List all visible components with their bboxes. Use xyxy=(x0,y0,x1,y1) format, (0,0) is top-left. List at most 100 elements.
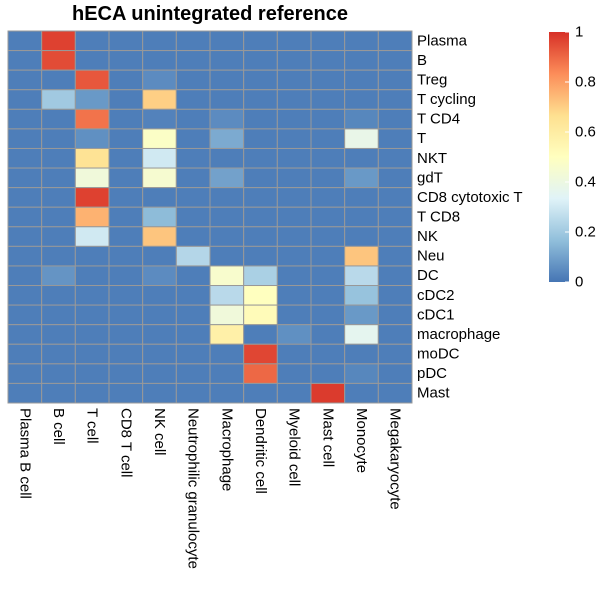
row-label-t-cd4: T CD4 xyxy=(417,111,460,128)
column-label-macrophage: Macrophage xyxy=(218,408,235,491)
heatmap-cell-t-cd4-mast-cell xyxy=(310,108,346,130)
heatmap-cell-neu-neutrophilic-granulocyte xyxy=(175,245,211,267)
row-label-treg: Treg xyxy=(417,71,447,88)
heatmap-cell-cdc1-plasma-b-cell xyxy=(7,304,43,326)
heatmap-cell-cdc1-monocyte xyxy=(344,304,379,326)
row-label-macrophage: macrophage xyxy=(417,326,500,343)
heatmap-cell-macrophage-megakaryocyte xyxy=(377,324,413,345)
heatmap-cell-pdc-b-cell xyxy=(41,363,76,384)
heatmap-cell-plasma-megakaryocyte xyxy=(377,30,413,52)
heatmap-cell-dc-plasma-b-cell xyxy=(7,265,43,287)
heatmap-cell-t-b-cell xyxy=(41,128,76,149)
heatmap-cell-mast-macrophage xyxy=(209,382,245,404)
heatmap-cell-b-macrophage xyxy=(209,50,245,71)
heatmap-cell-cdc1-myeloid-cell xyxy=(276,304,312,326)
heatmap-cell-cdc2-myeloid-cell xyxy=(276,285,312,306)
heatmap-cell-t-nk-cell xyxy=(142,128,177,149)
heatmap-cell-t-cd8-megakaryocyte xyxy=(377,206,413,228)
heatmap-cell-nk-dendritic-cell xyxy=(243,226,278,247)
heatmap-cell-nkt-b-cell xyxy=(41,147,76,169)
heatmap-cell-t-neutrophilic-granulocyte xyxy=(175,128,211,149)
heatmap-cell-cd8-cytotoxic-t-mast-cell xyxy=(310,187,346,208)
heatmap-cell-cdc1-t-cell xyxy=(74,304,110,326)
heatmap-cell-gdt-myeloid-cell xyxy=(276,167,312,189)
row-label-modc: moDC xyxy=(417,346,460,363)
heatmap-cell-cdc2-t-cell xyxy=(74,285,110,306)
heatmap-cell-cdc1-nk-cell xyxy=(142,304,177,326)
heatmap-cell-pdc-t-cell xyxy=(74,363,110,384)
row-label-plasma: Plasma xyxy=(417,32,468,49)
heatmap-cell-mast-monocyte xyxy=(344,382,379,404)
heatmap-cell-neu-megakaryocyte xyxy=(377,245,413,267)
heatmap-cell-neu-t-cell xyxy=(74,245,110,267)
heatmap-cell-neu-cd8-t-cell xyxy=(108,245,144,267)
heatmap-cell-dc-megakaryocyte xyxy=(377,265,413,287)
heatmap-cell-mast-t-cell xyxy=(74,382,110,404)
heatmap-cell-gdt-plasma-b-cell xyxy=(7,167,43,189)
heatmap-cell-modc-b-cell xyxy=(41,343,76,365)
heatmap-cell-treg-neutrophilic-granulocyte xyxy=(175,69,211,91)
heatmap-cell-cdc1-mast-cell xyxy=(310,304,346,326)
heatmap-cell-cdc1-megakaryocyte xyxy=(377,304,413,326)
row-label-cd8-cytotoxic-t: CD8 cytotoxic T xyxy=(417,189,523,206)
heatmap-cell-treg-macrophage xyxy=(209,69,245,91)
heatmap-cell-t-dendritic-cell xyxy=(243,128,278,149)
row-label-cdc2: cDC2 xyxy=(417,287,455,304)
heatmap-cell-macrophage-monocyte xyxy=(344,324,379,345)
heatmap-cell-pdc-dendritic-cell xyxy=(243,363,278,384)
heatmap-cell-t-cd8-nk-cell xyxy=(142,206,177,228)
heatmap-cell-nkt-mast-cell xyxy=(310,147,346,169)
row-label-gdt: gdT xyxy=(417,169,443,186)
heatmap-cell-t-cd4-plasma-b-cell xyxy=(7,108,43,130)
row-label-cdc1: cDC1 xyxy=(417,306,455,323)
heatmap-cell-t-t-cell xyxy=(74,128,110,149)
heatmap-cell-t-cycling-t-cell xyxy=(74,89,110,110)
heatmap-cell-macrophage-plasma-b-cell xyxy=(7,324,43,345)
heatmap-cell-nk-neutrophilic-granulocyte xyxy=(175,226,211,247)
heatmap-cell-t-cd4-neutrophilic-granulocyte xyxy=(175,108,211,130)
heatmap-cell-t-cd4-monocyte xyxy=(344,108,379,130)
heatmap-cell-t-cycling-monocyte xyxy=(344,89,379,110)
heatmap-cell-gdt-cd8-t-cell xyxy=(108,167,144,189)
heatmap-cell-modc-myeloid-cell xyxy=(276,343,312,365)
heatmap-cell-neu-nk-cell xyxy=(142,245,177,267)
heatmap-cell-plasma-neutrophilic-granulocyte xyxy=(175,30,211,52)
heatmap-cell-cd8-cytotoxic-t-neutrophilic-granulocyte xyxy=(175,187,211,208)
heatmap-cell-t-cd8-t-cell xyxy=(74,206,110,228)
heatmap-cell-t-cd8-cd8-t-cell xyxy=(108,206,144,228)
row-label-neu: Neu xyxy=(417,248,445,265)
heatmap-cell-cdc2-cd8-t-cell xyxy=(108,285,144,306)
heatmap-cell-nk-macrophage xyxy=(209,226,245,247)
heatmap-cell-t-cd4-macrophage xyxy=(209,108,245,130)
heatmap-cell-t-megakaryocyte xyxy=(377,128,413,149)
heatmap-cell-b-myeloid-cell xyxy=(276,50,312,71)
heatmap-cell-t-cd8-b-cell xyxy=(41,206,76,228)
heatmap-cell-macrophage-b-cell xyxy=(41,324,76,345)
heatmap-cell-t-cycling-mast-cell xyxy=(310,89,346,110)
heatmap-cell-b-neutrophilic-granulocyte xyxy=(175,50,211,71)
column-labels: Plasma B cell B cell T cell CD8 T cell NK ce… xyxy=(16,408,403,569)
heatmap-cell-t-cd8-plasma-b-cell xyxy=(7,206,43,228)
heatmap-cell-modc-plasma-b-cell xyxy=(7,343,43,365)
heatmap-cell-t-cd4-dendritic-cell xyxy=(243,108,278,130)
heatmap-cell-macrophage-neutrophilic-granulocyte xyxy=(175,324,211,345)
column-label-b-cell: B cell xyxy=(50,408,67,445)
heatmap-cell-cd8-cytotoxic-t-t-cell xyxy=(74,187,110,208)
heatmap-cell-gdt-mast-cell xyxy=(310,167,346,189)
heatmap-cell-b-nk-cell xyxy=(142,50,177,71)
heatmap-cell-nkt-monocyte xyxy=(344,147,379,169)
heatmap-cell-cdc2-nk-cell xyxy=(142,285,177,306)
row-label-t-cd8: T CD8 xyxy=(417,209,460,226)
heatmap-cell-nkt-neutrophilic-granulocyte xyxy=(175,147,211,169)
heatmap-cell-modc-macrophage xyxy=(209,343,245,365)
row-label-dc: DC xyxy=(417,267,439,284)
heatmap-cell-mast-dendritic-cell xyxy=(243,382,278,404)
heatmap-cell-cdc2-macrophage xyxy=(209,285,245,306)
heatmap-cell-treg-b-cell xyxy=(41,69,76,91)
heatmap-cell-gdt-neutrophilic-granulocyte xyxy=(175,167,211,189)
heatmap-cell-macrophage-macrophage xyxy=(209,324,245,345)
heatmap-cell-modc-t-cell xyxy=(74,343,110,365)
heatmap-cell-b-plasma-b-cell xyxy=(7,50,43,71)
heatmap-cell-macrophage-myeloid-cell xyxy=(276,324,312,345)
